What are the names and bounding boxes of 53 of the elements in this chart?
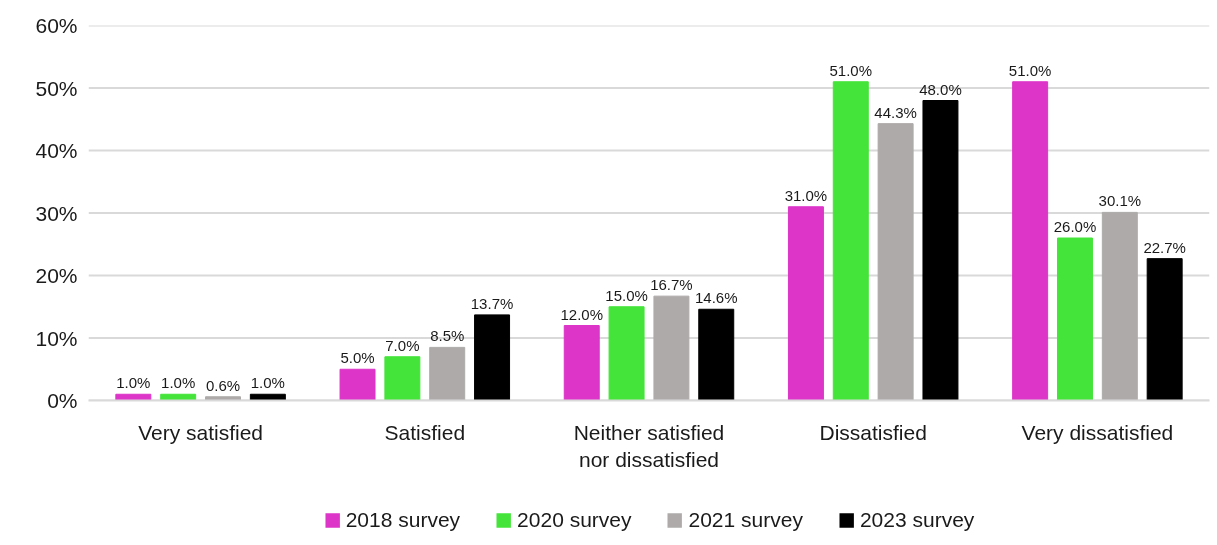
- data-label: 12.0%: [560, 305, 604, 323]
- data-label: 1.0%: [161, 374, 196, 392]
- data-label: 31.0%: [784, 186, 828, 204]
- data-label: 1.0%: [116, 374, 151, 392]
- y-tick-label: 50%: [35, 76, 78, 100]
- data-label: 30.1%: [1098, 192, 1142, 210]
- data-label: 16.7%: [650, 276, 693, 294]
- legend-label: 2018 survey: [345, 508, 461, 532]
- bar: [922, 100, 959, 401]
- data-label: 44.3%: [874, 103, 917, 121]
- bar: [474, 314, 511, 401]
- legend-label: 2023 survey: [859, 508, 975, 532]
- bar: [832, 81, 869, 401]
- x-tick-label: Dissatisfied: [819, 420, 927, 444]
- data-label: 15.0%: [605, 286, 648, 304]
- data-label: 14.6%: [694, 289, 738, 307]
- legend-label: 2020 survey: [517, 508, 632, 532]
- bar: [1101, 211, 1138, 401]
- bar: [563, 325, 600, 401]
- bar: [1146, 258, 1183, 401]
- bar: [339, 368, 376, 401]
- y-tick-label: 30%: [35, 201, 78, 225]
- y-tick-label: 0%: [47, 389, 78, 412]
- data-label: 51.0%: [829, 61, 873, 79]
- data-label: 5.0%: [340, 349, 375, 367]
- x-tick-label: Satisfied: [384, 420, 466, 444]
- data-label: 1.0%: [250, 374, 285, 392]
- bar: [877, 123, 914, 401]
- data-label: 8.5%: [430, 327, 465, 345]
- data-label: 0.6%: [205, 376, 241, 394]
- bar: [787, 206, 824, 401]
- bar: [1012, 81, 1049, 401]
- x-tick-label: Neither satisfied nor dissatisfied: [573, 420, 725, 472]
- data-label: 26.0%: [1053, 218, 1097, 235]
- bar: [608, 306, 645, 401]
- x-tick-label: Very dissatisfied: [1021, 420, 1174, 444]
- data-label: 13.7%: [470, 294, 514, 312]
- bar: [384, 356, 421, 401]
- y-tick-label: 20%: [35, 264, 78, 287]
- bar: [653, 295, 690, 401]
- data-label: 48.0%: [919, 80, 962, 98]
- bar: [1056, 237, 1093, 401]
- data-label: 7.0%: [385, 336, 420, 354]
- legend-label: 2021 survey: [688, 508, 803, 532]
- bar: [205, 396, 242, 401]
- y-tick-label: 40%: [35, 139, 78, 162]
- data-label: 22.7%: [1143, 238, 1186, 256]
- y-tick-label: 60%: [35, 14, 78, 37]
- bar: [429, 346, 466, 401]
- data-label: 51.0%: [1008, 61, 1052, 79]
- x-tick-label: Very satisfied: [138, 420, 264, 444]
- y-tick-label: 10%: [35, 326, 78, 350]
- bar: [698, 308, 735, 401]
